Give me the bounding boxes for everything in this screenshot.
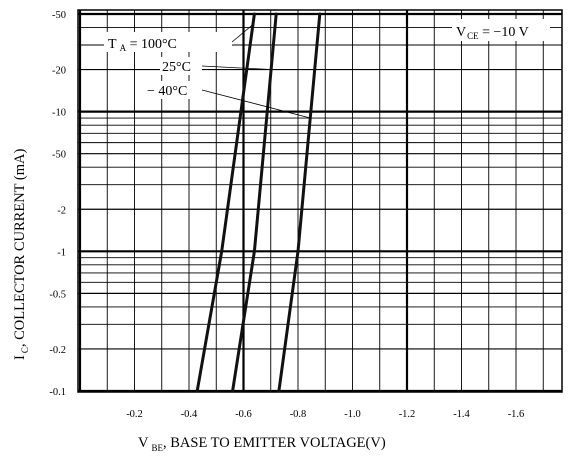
y-tick-label: -10 [52,108,66,119]
x-tick-label: -0.2 [126,409,143,420]
x-tick-label: -1.4 [453,409,470,420]
svg-text:− 40°C: − 40°C [147,84,187,99]
series-label-minus40c: − 40°C [146,81,202,99]
y-tick-label: -0.2 [49,345,66,356]
y-tick-label: -50 [52,150,66,161]
y-tick-labels: -0.1 -0.2 -0.5 -1 -2 -50 -10 -20 -50 [49,10,66,398]
x-tick-labels: -0.2 -0.4 -0.6 -0.8 -1.0 -1.2 -1.4 -1.6 [126,409,524,420]
grid [77,9,563,393]
y-tick-label: -0.1 [49,387,66,398]
y-tick-label: -1 [57,247,66,258]
label-leader-line [201,65,272,70]
series-curve-2 [277,12,322,393]
y-axis-label: IC, COLLECTOR CURRENT (mA) [12,149,30,360]
y-tick-label: -50 [52,10,66,21]
condition-label: VCE = −10 V [452,19,550,41]
series-curve-0 [195,12,256,393]
y-tick-label: -20 [52,66,66,77]
x-tick-label: -1.6 [508,409,525,420]
x-axis-label: V BE, BASE TO EMITTER VOLTAGE(V) [138,435,386,453]
series-curve-1 [231,12,278,393]
x-tick-label: -0.6 [235,409,252,420]
plot-frame [77,9,563,393]
y-tick-label: -0.5 [49,289,66,300]
label-leaders [201,24,311,119]
x-tick-label: -1.0 [344,409,361,420]
series-curves [195,12,322,393]
x-tick-label: -1.2 [399,409,416,420]
svg-text:TA = 100°C: TA = 100°C [108,37,177,53]
label-leader-line [201,89,311,119]
label-leader-line [231,24,254,43]
x-tick-label: -0.8 [290,409,307,420]
svg-text:25°C: 25°C [162,60,191,75]
x-tick-label: -0.4 [181,409,198,420]
series-label-25c: 25°C [160,57,202,75]
y-tick-label: -2 [57,205,66,216]
svg-text:VCE = −10 V: VCE = −10 V [456,25,529,41]
